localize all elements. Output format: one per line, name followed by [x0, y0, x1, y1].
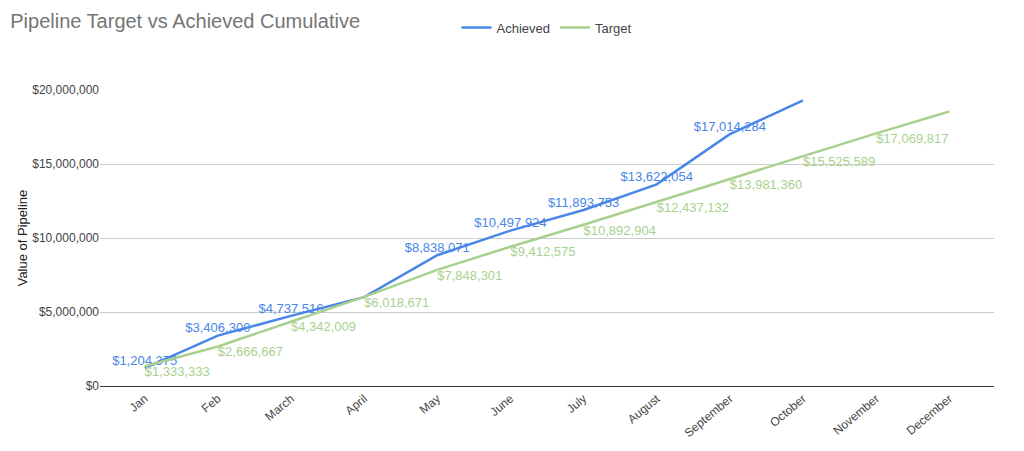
svg-text:Achieved: Achieved — [497, 21, 550, 36]
svg-text:$6,018,671: $6,018,671 — [364, 295, 429, 310]
svg-text:$13,622,054: $13,622,054 — [621, 169, 693, 184]
svg-text:September: September — [682, 392, 736, 440]
svg-text:Value of Pipeline: Value of Pipeline — [15, 190, 30, 287]
svg-text:October: October — [767, 392, 809, 430]
svg-text:Jan: Jan — [127, 392, 151, 415]
svg-text:March: March — [262, 392, 297, 424]
svg-text:$7,848,301: $7,848,301 — [437, 268, 502, 283]
svg-text:$10,000,000: $10,000,000 — [32, 231, 99, 245]
svg-text:December: December — [904, 392, 955, 438]
svg-text:$10,497,924: $10,497,924 — [474, 215, 546, 230]
svg-text:$9,412,575: $9,412,575 — [510, 244, 575, 259]
svg-text:$1,204,375: $1,204,375 — [112, 353, 177, 368]
svg-text:$15,525,589: $15,525,589 — [803, 154, 875, 169]
svg-text:April: April — [343, 392, 370, 418]
svg-text:$3,406,300: $3,406,300 — [185, 320, 250, 335]
svg-text:$11,893,753: $11,893,753 — [548, 195, 619, 210]
svg-text:$4,342,009: $4,342,009 — [291, 319, 356, 334]
svg-text:$2,666,667: $2,666,667 — [218, 344, 283, 359]
svg-text:$5,000,000: $5,000,000 — [39, 305, 99, 319]
svg-text:May: May — [417, 392, 443, 417]
svg-text:$4,737,516: $4,737,516 — [258, 301, 323, 316]
svg-text:$0: $0 — [86, 379, 100, 393]
svg-text:$17,069,817: $17,069,817 — [876, 131, 948, 146]
svg-text:November: November — [831, 392, 882, 438]
svg-text:June: June — [487, 391, 516, 419]
svg-text:July: July — [564, 392, 589, 416]
svg-text:Feb: Feb — [199, 391, 224, 415]
svg-text:$1,333,333: $1,333,333 — [145, 364, 210, 379]
svg-text:$20,000,000: $20,000,000 — [32, 83, 99, 97]
svg-text:$10,892,904: $10,892,904 — [584, 223, 656, 238]
svg-text:Target: Target — [595, 21, 632, 36]
svg-text:$8,838,071: $8,838,071 — [405, 240, 470, 255]
svg-text:$12,437,132: $12,437,132 — [657, 200, 729, 215]
svg-text:$17,014,284: $17,014,284 — [694, 119, 766, 134]
svg-text:$15,000,000: $15,000,000 — [32, 157, 99, 171]
svg-text:$13,981,360: $13,981,360 — [730, 177, 802, 192]
svg-text:August: August — [625, 391, 663, 426]
svg-text:Pipeline Target vs Achieved Cu: Pipeline Target vs Achieved Cumulative — [10, 10, 360, 32]
